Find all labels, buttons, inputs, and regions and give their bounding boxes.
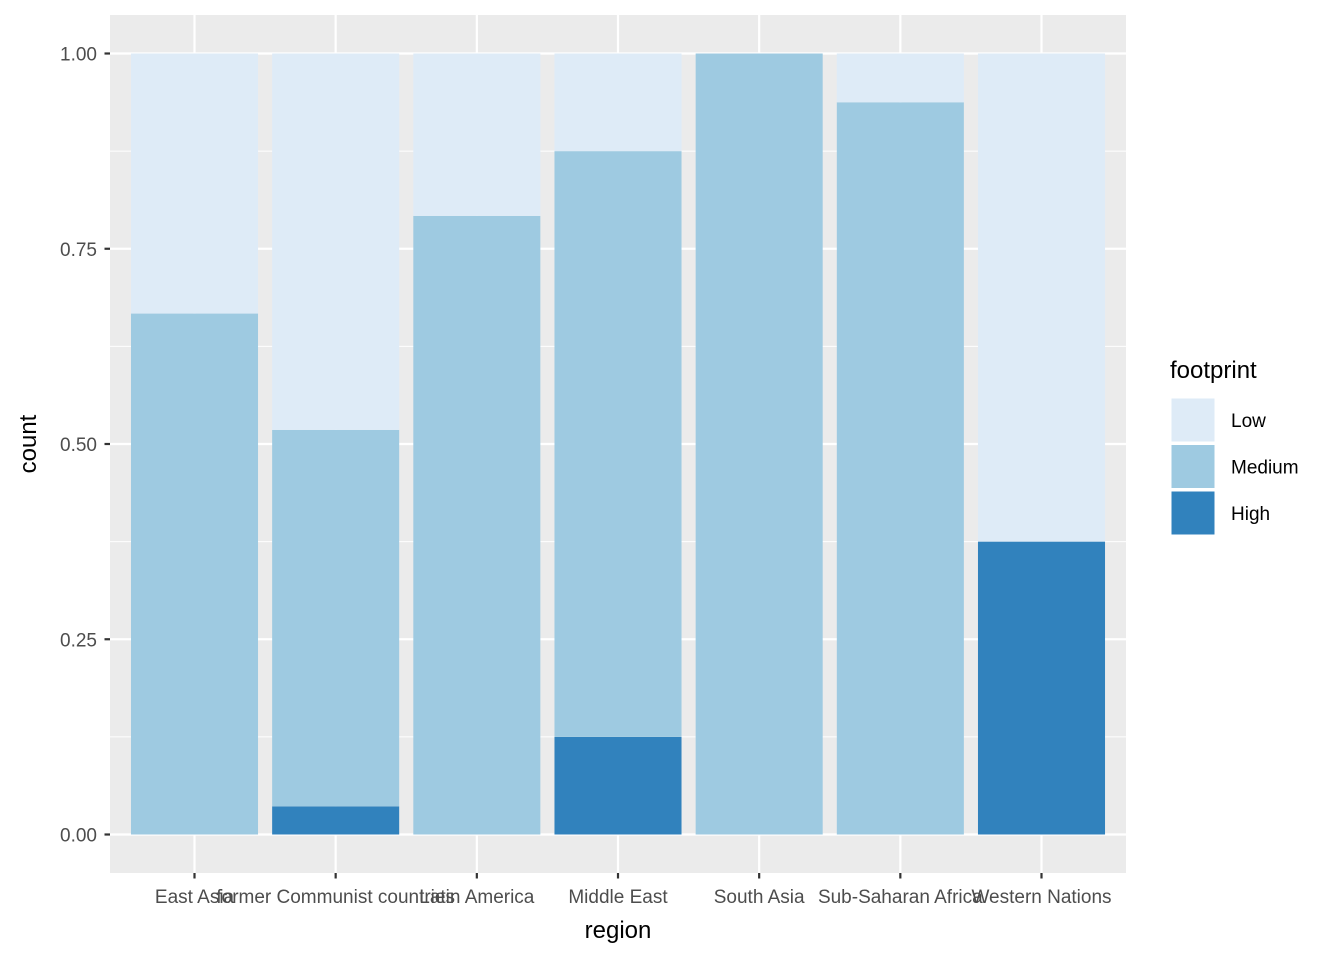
x-tick-label: former Communist countries xyxy=(216,887,455,908)
bar-segment-low xyxy=(836,53,964,103)
bar-segment-medium xyxy=(554,151,682,737)
bar-segment-medium xyxy=(836,102,964,835)
legend-label: High xyxy=(1231,504,1270,525)
bar-segment-low xyxy=(130,53,259,314)
y-axis: 0.00 0.25 0.50 0.75 1.00 xyxy=(60,45,110,847)
x-tick-label: Middle East xyxy=(568,887,668,908)
y-tick-label: 1.00 xyxy=(60,45,97,66)
legend-label: Low xyxy=(1231,411,1266,432)
x-tick-label: Latin America xyxy=(419,887,535,908)
x-axis-title: region xyxy=(585,917,652,944)
bar-segment-medium xyxy=(695,53,823,835)
y-tick-label: 0.25 xyxy=(60,630,97,651)
y-tick-label: 0.75 xyxy=(60,240,97,261)
legend: footprint Low Medium High xyxy=(1170,357,1299,536)
bar-segment-high xyxy=(272,806,400,835)
bar-segment-low xyxy=(554,53,682,152)
bar-segment-medium xyxy=(272,429,400,807)
y-axis-title: count xyxy=(15,414,42,473)
bar-segment-low xyxy=(977,53,1106,542)
bar-segment-medium xyxy=(130,313,259,835)
bar-segment-high xyxy=(554,736,682,835)
legend-key-high xyxy=(1171,491,1215,535)
x-tick-label: Western Nations xyxy=(971,887,1111,908)
bar-segment-low xyxy=(272,53,400,430)
y-tick-label: 0.50 xyxy=(60,435,97,456)
bar-segment-low xyxy=(413,53,541,216)
bar-segment-medium xyxy=(413,215,541,835)
legend-key-medium xyxy=(1171,445,1215,488)
x-tick-label: East Asia xyxy=(155,887,235,908)
x-tick-label: South Asia xyxy=(714,887,805,908)
x-tick-label: Sub-Saharan Africa xyxy=(818,887,983,908)
legend-label: Medium xyxy=(1231,458,1299,479)
legend-key-low xyxy=(1171,398,1215,442)
bar-segment-high xyxy=(977,541,1106,835)
bars xyxy=(130,53,1106,835)
legend-title: footprint xyxy=(1170,357,1257,384)
y-tick-label: 0.00 xyxy=(60,826,97,847)
